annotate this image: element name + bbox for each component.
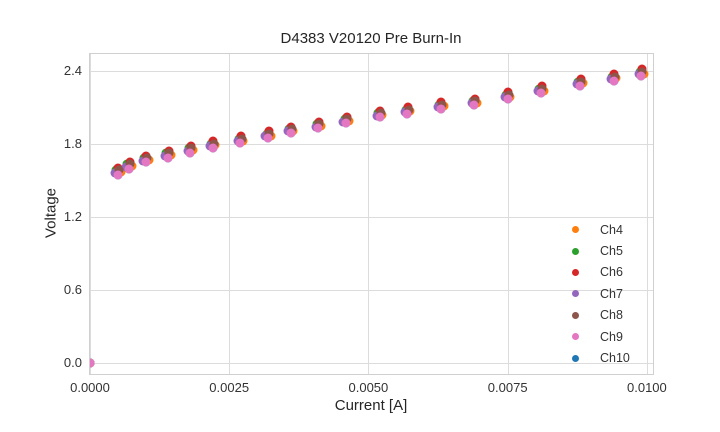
legend-item-Ch5: Ch5 bbox=[568, 240, 630, 261]
legend-marker-icon bbox=[572, 268, 579, 276]
point-Ch9 bbox=[536, 88, 546, 98]
x-gridline bbox=[90, 54, 91, 374]
x-tick-label: 0.0000 bbox=[70, 380, 110, 395]
point-Ch9 bbox=[636, 71, 646, 81]
legend-item-Ch10: Ch10 bbox=[568, 347, 630, 368]
y-tick-label: 0.6 bbox=[63, 282, 82, 298]
x-tick-label: 0.0025 bbox=[209, 380, 250, 395]
point-Ch9 bbox=[90, 358, 95, 368]
legend-marker-icon bbox=[572, 333, 579, 341]
point-Ch9 bbox=[286, 128, 295, 138]
legend-marker-icon bbox=[572, 290, 579, 298]
y-tick-label: 1.2 bbox=[63, 209, 82, 225]
point-Ch9 bbox=[141, 157, 151, 167]
x-tick-label: 0.0100 bbox=[627, 380, 667, 395]
legend-marker-icon bbox=[572, 311, 579, 319]
legend-item-Ch8: Ch8 bbox=[568, 305, 630, 326]
x-gridline bbox=[368, 54, 370, 374]
legend-item-Ch7: Ch7 bbox=[568, 283, 630, 304]
legend-item-Ch4: Ch4 bbox=[568, 219, 630, 240]
x-gridline bbox=[507, 54, 509, 374]
y-tick-label: 1.8 bbox=[63, 136, 82, 152]
point-Ch9 bbox=[113, 170, 123, 179]
point-Ch9 bbox=[375, 112, 385, 122]
x-gridline bbox=[229, 54, 231, 374]
point-Ch9 bbox=[469, 100, 479, 110]
legend-label: Ch7 bbox=[600, 286, 623, 301]
point-Ch9 bbox=[185, 148, 195, 158]
point-Ch9 bbox=[235, 138, 245, 148]
legend-label: Ch9 bbox=[600, 329, 623, 344]
point-Ch9 bbox=[575, 81, 585, 91]
x-gridline bbox=[646, 54, 648, 374]
legend-label: Ch4 bbox=[600, 222, 623, 237]
x-tick-label: 0.0050 bbox=[348, 380, 389, 395]
legend-marker-icon bbox=[572, 247, 579, 255]
legend-label: Ch6 bbox=[600, 265, 623, 280]
point-Ch9 bbox=[436, 104, 446, 114]
y-tick-label: 2.4 bbox=[63, 63, 82, 79]
legend-label: Ch8 bbox=[600, 308, 623, 323]
legend-item-Ch6: Ch6 bbox=[568, 262, 630, 283]
plot-area: Ch4 Ch5 Ch6 Ch7 Ch8 Ch9 Ch10 bbox=[89, 53, 654, 375]
legend-item-Ch9: Ch9 bbox=[568, 326, 630, 347]
point-Ch9 bbox=[163, 153, 173, 162]
y-gridline bbox=[90, 217, 653, 219]
point-Ch9 bbox=[124, 164, 134, 173]
point-Ch9 bbox=[208, 143, 217, 153]
point-Ch9 bbox=[609, 76, 618, 86]
legend: Ch4 Ch5 Ch6 Ch7 Ch8 Ch9 Ch10 bbox=[568, 219, 630, 369]
chart-title: D4383 V20120 Pre Burn-In bbox=[280, 30, 462, 47]
y-gridline bbox=[90, 363, 653, 365]
point-Ch9 bbox=[341, 118, 351, 128]
point-Ch9 bbox=[402, 109, 412, 119]
legend-label: Ch10 bbox=[600, 351, 630, 366]
point-Ch9 bbox=[503, 94, 513, 104]
y-gridline bbox=[90, 71, 653, 73]
legend-label: Ch5 bbox=[600, 244, 623, 259]
x-tick-label: 0.0075 bbox=[487, 380, 528, 395]
legend-marker-icon bbox=[572, 226, 579, 234]
legend-marker-icon bbox=[572, 354, 579, 362]
y-gridline bbox=[90, 290, 653, 292]
point-Ch9 bbox=[313, 123, 323, 133]
y-gridline bbox=[90, 144, 653, 146]
y-tick-label: 0.0 bbox=[63, 355, 82, 371]
x-axis-label: Current [A] bbox=[334, 397, 408, 414]
y-axis-label: Voltage bbox=[42, 187, 60, 239]
point-Ch9 bbox=[263, 133, 273, 143]
